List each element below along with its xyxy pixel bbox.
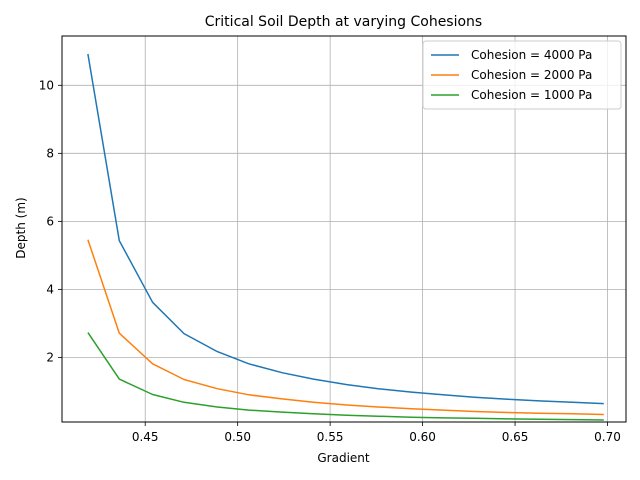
x-tick-label: 0.60 [409, 430, 436, 444]
chart-title: Critical Soil Depth at varying Cohesions [205, 14, 482, 30]
legend-label-2: Cohesion = 2000 Pa [471, 68, 592, 82]
y-tick-label: 6 [46, 214, 54, 228]
x-tick-label: 0.65 [502, 430, 529, 444]
x-tick-label: 0.55 [317, 430, 344, 444]
series-line-1 [87, 53, 604, 405]
series-group [87, 53, 604, 421]
x-tick-label: 0.70 [594, 430, 621, 444]
y-tick-label: 8 [46, 146, 54, 160]
x-tick-label: 0.45 [132, 430, 159, 444]
legend-label-1: Cohesion = 4000 Pa [471, 48, 592, 62]
x-tick-label: 0.50 [224, 430, 251, 444]
y-tick-label: 4 [46, 282, 54, 296]
legend-label-3: Cohesion = 1000 Pa [471, 88, 592, 102]
y-tick-label: 2 [46, 350, 54, 364]
x-axis: 0.45 0.50 0.55 0.60 0.65 0.70 [132, 422, 621, 444]
legend: Cohesion = 4000 Pa Cohesion = 2000 Pa Cohe… [422, 40, 622, 110]
series-line-3 [87, 332, 604, 421]
y-axis: 2 4 6 8 10 [39, 78, 62, 364]
series-line-2 [87, 239, 604, 416]
y-tick-label: 10 [39, 78, 54, 92]
plot-frame [61, 35, 627, 423]
legend-box [422, 40, 622, 110]
x-axis-label: Gradient [317, 451, 370, 465]
y-axis-label: Depth (m) [14, 197, 28, 258]
